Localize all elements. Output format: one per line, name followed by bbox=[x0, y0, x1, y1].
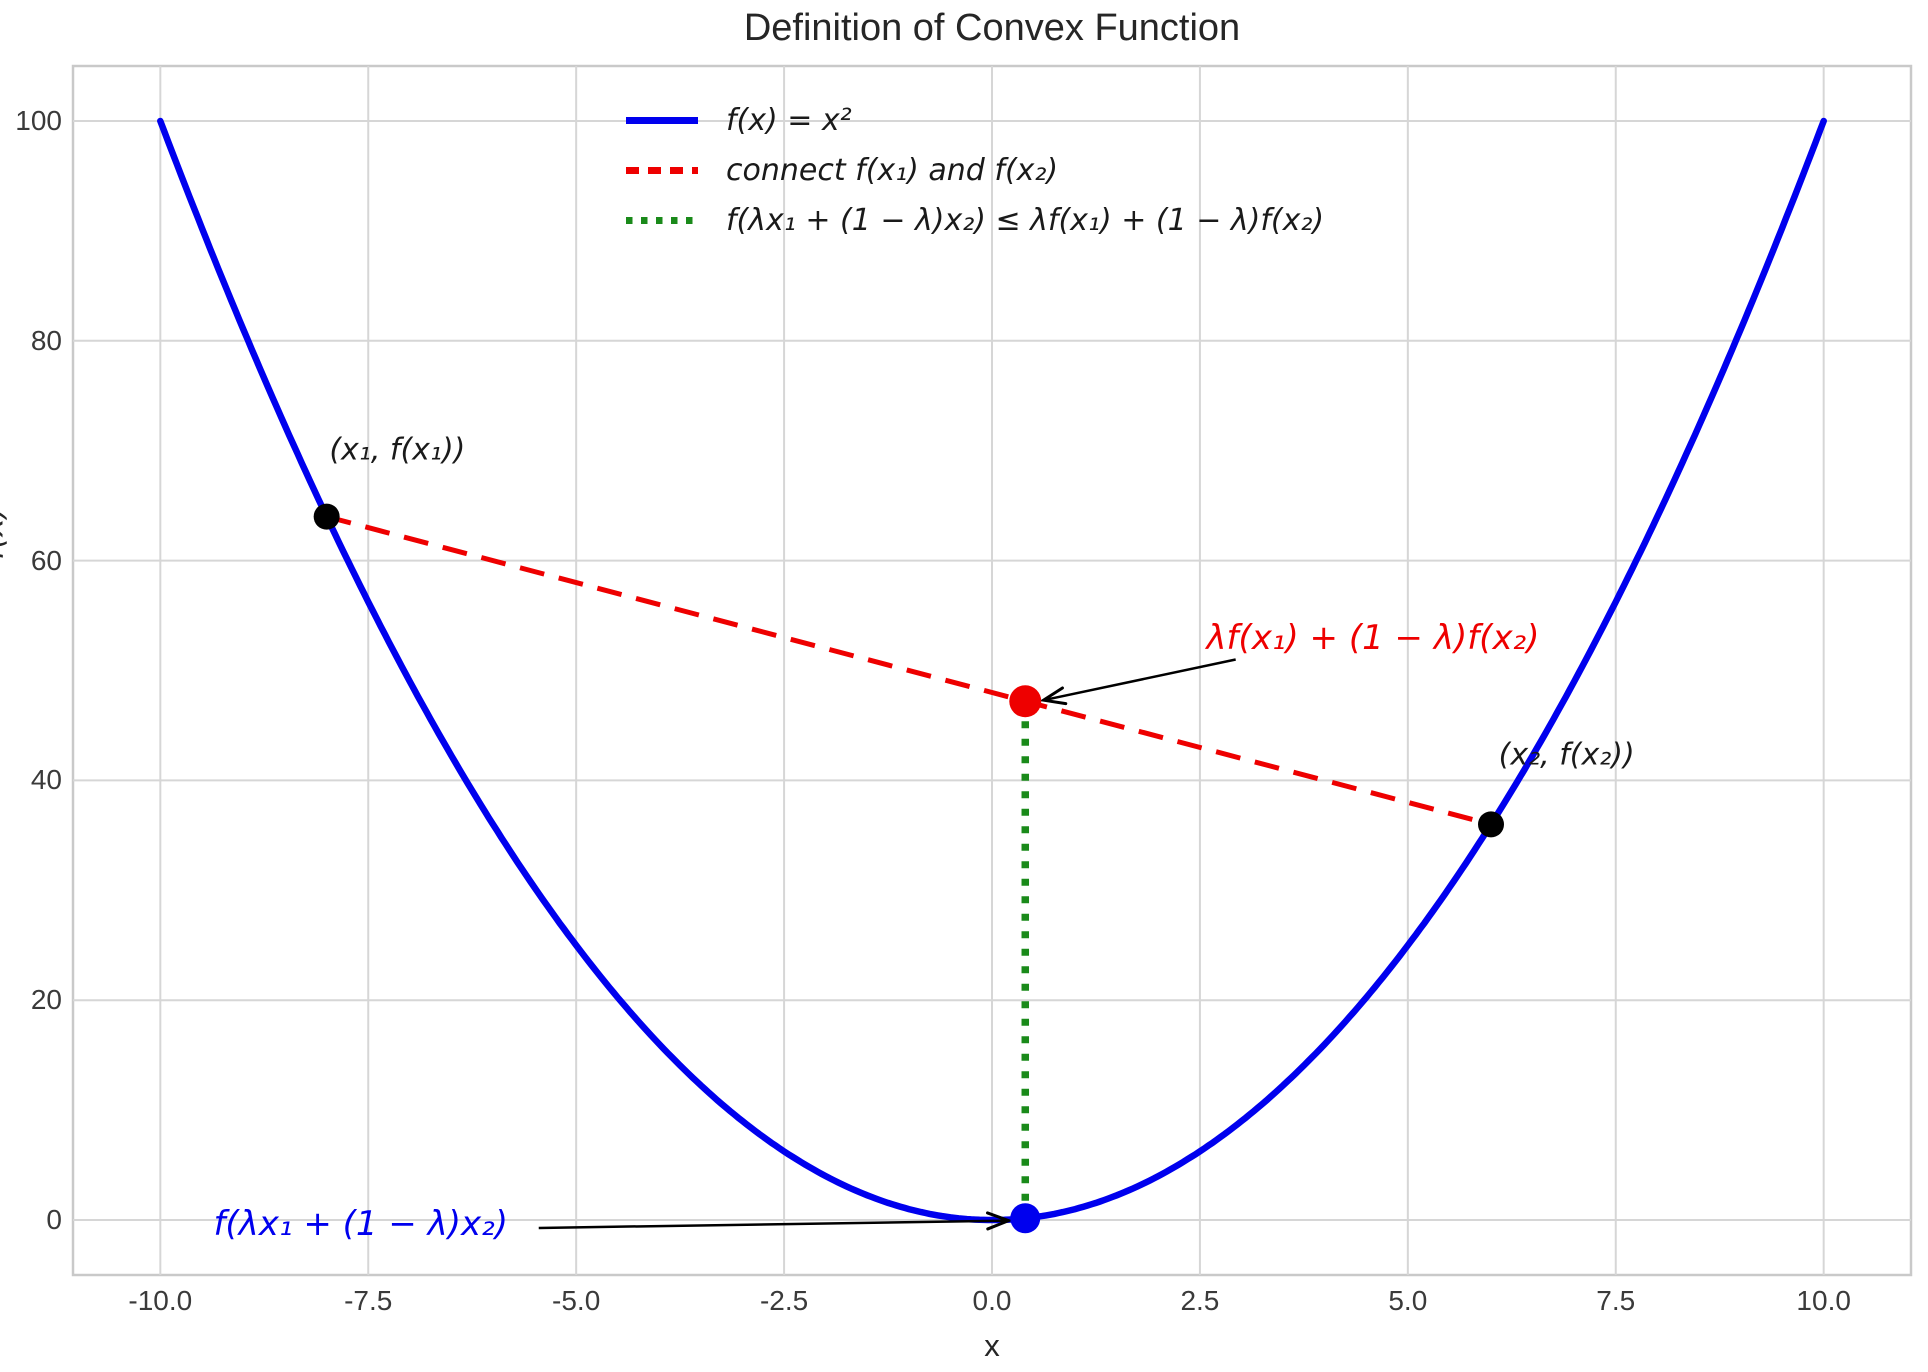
legend-label: f(x) = x² bbox=[726, 102, 852, 138]
y-tick-label: 80 bbox=[30, 324, 62, 356]
y-tick-label: 0 bbox=[46, 1204, 62, 1236]
x-axis-label: x bbox=[984, 1328, 1000, 1363]
y-tick-label: 40 bbox=[30, 764, 62, 796]
series-chord bbox=[326, 514, 1492, 827]
y-tick-label: 100 bbox=[15, 104, 62, 136]
x-tick-label: -2.5 bbox=[759, 1285, 809, 1316]
x-tick-label: 2.5 bbox=[1180, 1285, 1220, 1316]
legend-label: connect f(x₁) and f(x₂) bbox=[726, 152, 1059, 188]
point-x1 bbox=[313, 503, 340, 530]
legend-label: f(λx₁ + (1 − λ)x₂) ≤ λf(x₁) + (1 − λ)f(x… bbox=[726, 202, 1325, 238]
y-tick-label: 20 bbox=[30, 984, 62, 1016]
y-axis-label: f(x) bbox=[0, 506, 11, 560]
x-tick-label: 7.5 bbox=[1596, 1285, 1636, 1316]
legend-dotted-line-icon bbox=[626, 216, 698, 224]
legend-entry-1: connect f(x₁) and f(x₂) bbox=[626, 145, 1324, 195]
point-function-value bbox=[1010, 1203, 1041, 1234]
x-tick-label: 0.0 bbox=[972, 1285, 1012, 1316]
point-chord-combination bbox=[1009, 685, 1042, 718]
legend-solid-line-icon bbox=[626, 116, 698, 124]
x-tick-label: -7.5 bbox=[344, 1285, 393, 1316]
x-tick-label: 5.0 bbox=[1388, 1285, 1428, 1316]
label-x1: (x₁, f(x₁)) bbox=[329, 432, 466, 468]
legend-dashed-line-icon bbox=[626, 166, 698, 174]
legend-entry-2: f(λx₁ + (1 − λ)x₂) ≤ λf(x₁) + (1 − λ)f(x… bbox=[626, 195, 1324, 245]
point-x2 bbox=[1478, 811, 1505, 838]
chart-title: Definition of Convex Function bbox=[743, 7, 1241, 49]
x-tick-label: -5.0 bbox=[552, 1285, 601, 1316]
label-function-value: f(λx₁ + (1 − λ)x₂) bbox=[213, 1204, 509, 1244]
label-function-value-arrow bbox=[538, 1221, 1009, 1228]
x-tick-label: 10.0 bbox=[1796, 1285, 1851, 1316]
legend-entry-0: f(x) = x² bbox=[626, 95, 1324, 145]
x-tick-label: -10.0 bbox=[128, 1285, 193, 1316]
legend: f(x) = x² connect f(x₁) and f(x₂) f(λx₁ + … bbox=[626, 95, 1324, 245]
label-chord-value: λf(x₁) + (1 − λ)f(x₂) bbox=[1206, 617, 1540, 658]
y-tick-label: 60 bbox=[30, 544, 62, 576]
label-x2: (x₂, f(x₂)) bbox=[1498, 737, 1635, 773]
label-chord-value-arrow bbox=[1044, 658, 1236, 701]
